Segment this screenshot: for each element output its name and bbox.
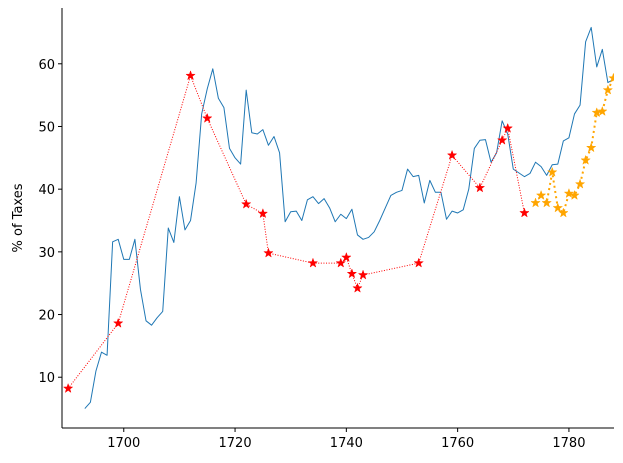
y-tick-label: 30 bbox=[38, 246, 55, 261]
star-marker bbox=[341, 251, 352, 262]
star-marker bbox=[201, 112, 213, 123]
star-marker bbox=[597, 105, 608, 116]
star-marker bbox=[352, 282, 363, 293]
star-marker bbox=[474, 182, 486, 193]
star-marker bbox=[574, 178, 586, 189]
star-marker bbox=[608, 72, 614, 83]
star-marker bbox=[535, 189, 547, 200]
star-marker bbox=[185, 70, 196, 81]
series-line bbox=[67, 75, 525, 389]
x-tick-label: 1720 bbox=[219, 436, 252, 451]
star-marker bbox=[569, 189, 580, 200]
x-tick-label: 1740 bbox=[330, 436, 363, 451]
star-marker bbox=[563, 187, 575, 199]
x-tick-label: 1760 bbox=[441, 436, 474, 451]
star-marker bbox=[346, 268, 358, 279]
star-marker bbox=[541, 197, 552, 208]
y-tick-label: 10 bbox=[38, 371, 55, 386]
star-marker bbox=[530, 197, 541, 208]
star-marker bbox=[335, 257, 347, 268]
star-marker bbox=[357, 269, 369, 280]
star-marker bbox=[502, 122, 514, 133]
y-tick-label: 20 bbox=[38, 309, 55, 324]
star-marker bbox=[446, 149, 458, 160]
star-marker bbox=[263, 247, 274, 258]
star-marker bbox=[558, 207, 569, 218]
star-marker bbox=[580, 154, 591, 165]
x-tick-label: 1780 bbox=[552, 436, 585, 451]
star-marker bbox=[240, 198, 252, 209]
series-line bbox=[84, 26, 614, 409]
star-marker bbox=[602, 84, 614, 95]
star-marker bbox=[112, 317, 124, 328]
star-marker bbox=[546, 166, 558, 177]
star-marker bbox=[585, 142, 597, 153]
star-marker bbox=[62, 382, 74, 394]
y-axis-label: % of Taxes bbox=[11, 183, 26, 252]
star-marker bbox=[496, 134, 508, 145]
star-marker bbox=[552, 202, 564, 213]
y-tick-label: 60 bbox=[38, 58, 55, 73]
star-marker bbox=[307, 257, 319, 268]
star-marker bbox=[413, 257, 424, 268]
star-marker bbox=[257, 208, 269, 219]
y-tick-label: 40 bbox=[38, 183, 55, 198]
star-marker bbox=[519, 207, 530, 218]
y-tick-label: 50 bbox=[38, 120, 55, 135]
x-tick-label: 1700 bbox=[107, 436, 140, 451]
plot-area bbox=[62, 26, 614, 409]
